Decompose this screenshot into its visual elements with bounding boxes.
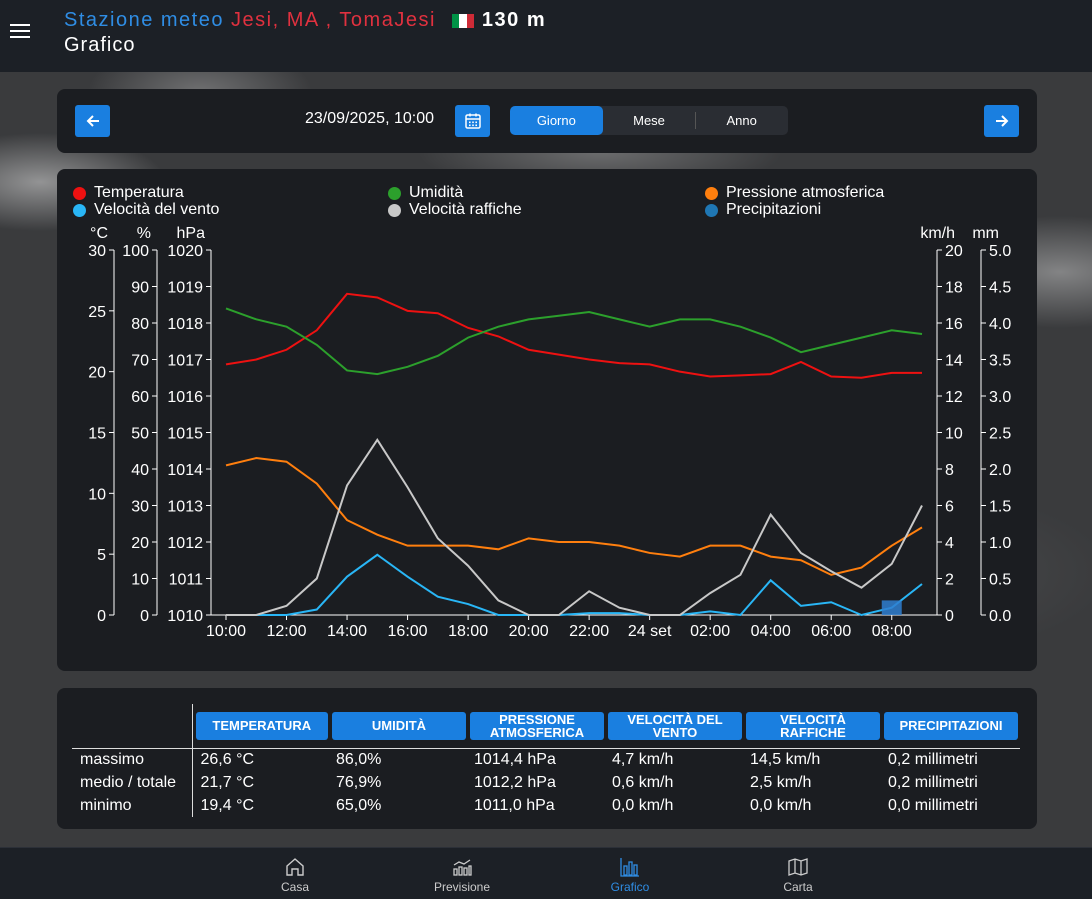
station-title: Stazione meteo Jesi, MA , TomaJesi 130 m xyxy=(64,9,546,32)
menu-icon[interactable] xyxy=(10,24,30,40)
station-location: Jesi, MA , TomaJesi xyxy=(231,9,436,31)
stats-column-header[interactable]: Precipitazioni xyxy=(884,711,1018,740)
stats-cell: 65,0% xyxy=(336,796,382,814)
nav-previsione[interactable]: Previsione xyxy=(407,856,517,894)
stats-cell: 0,0 millimetri xyxy=(888,796,978,814)
arrow-left-icon xyxy=(86,115,99,127)
stats-cell: 0,2 millimetri xyxy=(888,750,978,768)
stats-cell: 0,2 millimetri xyxy=(888,773,978,791)
legend-item[interactable]: Velocità raffiche xyxy=(388,201,522,219)
tab-anno[interactable]: Anno xyxy=(695,106,788,135)
stats-cell: 26,6 °C xyxy=(200,750,255,768)
legend-item[interactable]: Pressione atmosferica xyxy=(705,184,884,202)
stats-cell: 76,9% xyxy=(336,773,382,791)
stats-cell: 14,5 km/h xyxy=(750,750,821,768)
stats-cell: 0,0 km/h xyxy=(750,796,812,814)
stats-cell: 21,7 °C xyxy=(200,773,255,791)
nav-carta[interactable]: Carta xyxy=(743,856,853,894)
tab-mese[interactable]: Mese xyxy=(633,113,665,128)
calendar-button[interactable] xyxy=(455,105,490,137)
nav-grafico[interactable]: Grafico xyxy=(575,856,685,894)
stats-cell: 86,0% xyxy=(336,750,382,768)
legend-item[interactable]: Precipitazioni xyxy=(705,201,821,219)
italy-flag-icon xyxy=(451,13,474,28)
bottom-navigation: Casa Previsione Grafico Carta xyxy=(0,847,1092,899)
arrow-right-icon xyxy=(995,115,1008,127)
title-prefix: Stazione meteo xyxy=(64,9,224,31)
stats-row: minimo 19,4 °C 65,0% 1011,0 hPa 0,0 km/h 0,0 … xyxy=(72,794,1020,817)
stats-row-label: minimo xyxy=(72,794,193,817)
stats-row: medio / totale 21,7 °C 76,9% 1012,2 hPa 0,6 … xyxy=(72,771,1020,794)
stats-column-header[interactable]: Velocità del vento xyxy=(608,711,742,740)
station-altitude: 130 m xyxy=(481,9,547,31)
stats-table: Temperatura Umidità Pressione atmosferica V… xyxy=(72,704,1020,817)
chart-panel: Temperatura Umidità Pressione atmosferic… xyxy=(57,169,1037,671)
nav-casa[interactable]: Casa xyxy=(240,856,350,894)
top-bar: Stazione meteo Jesi, MA , TomaJesi 130 m… xyxy=(0,0,1092,72)
selected-date: 23/09/2025, 10:00 xyxy=(305,110,435,127)
stats-cell: 19,4 °C xyxy=(200,796,255,814)
legend-item[interactable]: Velocità del vento xyxy=(73,201,219,219)
stats-cell: 0,0 km/h xyxy=(612,796,674,814)
calendar-icon xyxy=(464,113,481,129)
stats-column-header[interactable]: Umidità xyxy=(332,711,466,740)
stats-cell: 1012,2 hPa xyxy=(474,773,556,791)
legend-item[interactable]: Temperatura xyxy=(73,184,184,202)
page-title: Grafico xyxy=(64,34,136,56)
map-icon xyxy=(788,858,808,876)
stats-row: massimo 26,6 °C 86,0% 1014,4 hPa 4,7 km/h 14,… xyxy=(72,748,1020,771)
stats-cell: 1014,4 hPa xyxy=(474,750,556,768)
stats-cell: 2,5 km/h xyxy=(750,773,812,791)
stats-row-label: medio / totale xyxy=(72,771,193,794)
next-button[interactable] xyxy=(984,105,1019,137)
home-icon xyxy=(286,858,304,876)
chart-icon xyxy=(620,858,639,877)
forecast-icon xyxy=(453,859,472,876)
period-tabs: Giorno Mese Anno xyxy=(510,106,788,135)
stats-row-label: massimo xyxy=(72,748,193,771)
stats-column-header[interactable]: Velocità raffiche xyxy=(746,711,880,740)
tab-giorno[interactable]: Giorno xyxy=(510,106,603,135)
stats-cell: 0,6 km/h xyxy=(612,773,674,791)
stats-column-header[interactable]: Pressione atmosferica xyxy=(470,711,604,740)
stats-column-header[interactable]: Temperatura xyxy=(195,711,328,740)
stats-cell: 4,7 km/h xyxy=(612,750,674,768)
date-controls-panel: 23/09/2025, 10:00 Giorno Mese Anno xyxy=(57,89,1037,153)
stats-cell: 1011,0 hPa xyxy=(474,796,555,814)
stats-panel: Temperatura Umidità Pressione atmosferica V… xyxy=(57,688,1037,829)
legend-item[interactable]: Umidità xyxy=(388,184,463,202)
previous-button[interactable] xyxy=(75,105,110,137)
